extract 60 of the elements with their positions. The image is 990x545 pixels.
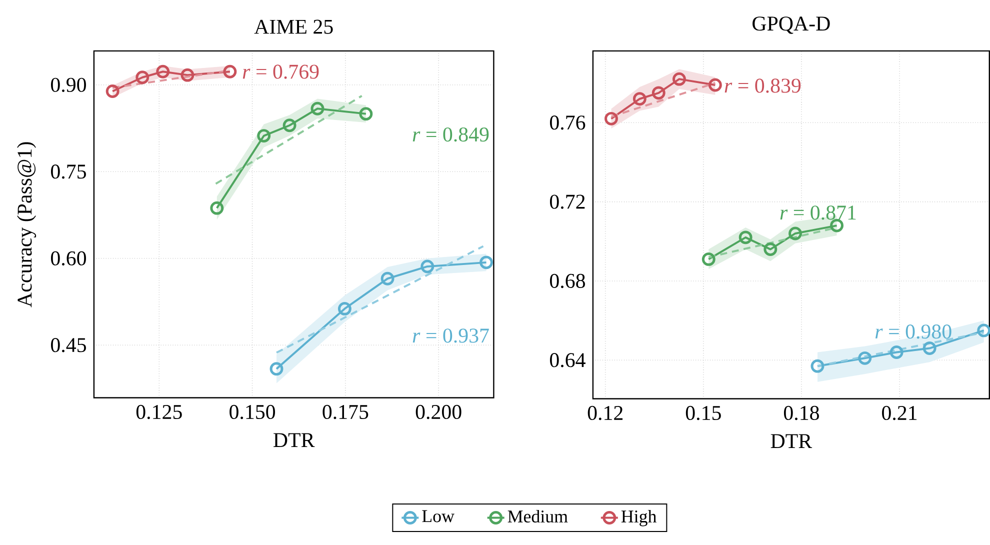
x-tick-label: 0.21 — [882, 406, 917, 420]
point — [977, 324, 990, 338]
point — [922, 342, 936, 356]
y-tick-label: 0.64 — [550, 353, 586, 368]
point — [310, 102, 324, 116]
point — [480, 256, 493, 270]
point — [738, 230, 752, 244]
point — [420, 260, 434, 274]
x-axis-title: DTR — [770, 434, 812, 448]
annotation: r = 0.980 — [875, 324, 952, 339]
annotation: r = 0.871 — [780, 206, 856, 220]
point — [180, 68, 194, 82]
point — [106, 84, 120, 98]
point — [282, 118, 296, 132]
y-tick-label: 0.90 — [50, 78, 86, 92]
annotation: r = 0.849 — [412, 128, 489, 142]
y-tick-label: 0.72 — [550, 194, 585, 210]
chart-title: AIME 25 — [254, 20, 333, 34]
x-tick-label: 0.125 — [136, 405, 182, 420]
point — [672, 72, 686, 86]
point — [338, 302, 352, 316]
point — [632, 92, 646, 106]
point — [359, 107, 373, 121]
y-axis-title: Accuracy (Pass@1) — [17, 142, 36, 308]
y-tick-label: 0.75 — [50, 164, 86, 179]
x-tick-label: 0.175 — [322, 405, 368, 420]
point — [652, 86, 666, 100]
point — [604, 112, 618, 126]
chart-title: GPQA-D — [752, 16, 830, 34]
annotation: r = 0.839 — [724, 78, 801, 94]
point — [380, 272, 394, 286]
legend-label: Medium — [508, 510, 568, 523]
y-tick-label: 0.68 — [550, 274, 585, 288]
y-tick-label: 0.60 — [50, 251, 86, 266]
point — [764, 242, 778, 256]
x-tick-label: 0.200 — [416, 405, 462, 420]
y-tick-label: 0.76 — [550, 116, 586, 130]
point — [788, 226, 802, 240]
x-tick-label: 0.12 — [588, 406, 623, 420]
point — [890, 346, 904, 360]
x-tick-label: 0.150 — [230, 405, 276, 420]
point — [830, 219, 844, 232]
annotation: r = 0.769 — [242, 64, 319, 80]
point — [270, 362, 284, 376]
point — [210, 202, 224, 215]
x-axis-title: DTR — [274, 433, 315, 448]
point — [156, 65, 170, 78]
y-tick-label: 0.45 — [50, 338, 86, 352]
annotation: r = 0.937 — [412, 328, 489, 343]
point — [858, 352, 872, 366]
x-tick-label: 0.15 — [686, 406, 721, 420]
point — [810, 360, 824, 373]
point — [708, 78, 722, 92]
point — [257, 129, 271, 143]
x-tick-label: 0.18 — [784, 406, 819, 420]
point — [702, 252, 716, 266]
point — [136, 70, 150, 84]
legend-label: High — [621, 510, 656, 526]
legend-label: Low — [422, 510, 454, 522]
point — [223, 65, 237, 78]
